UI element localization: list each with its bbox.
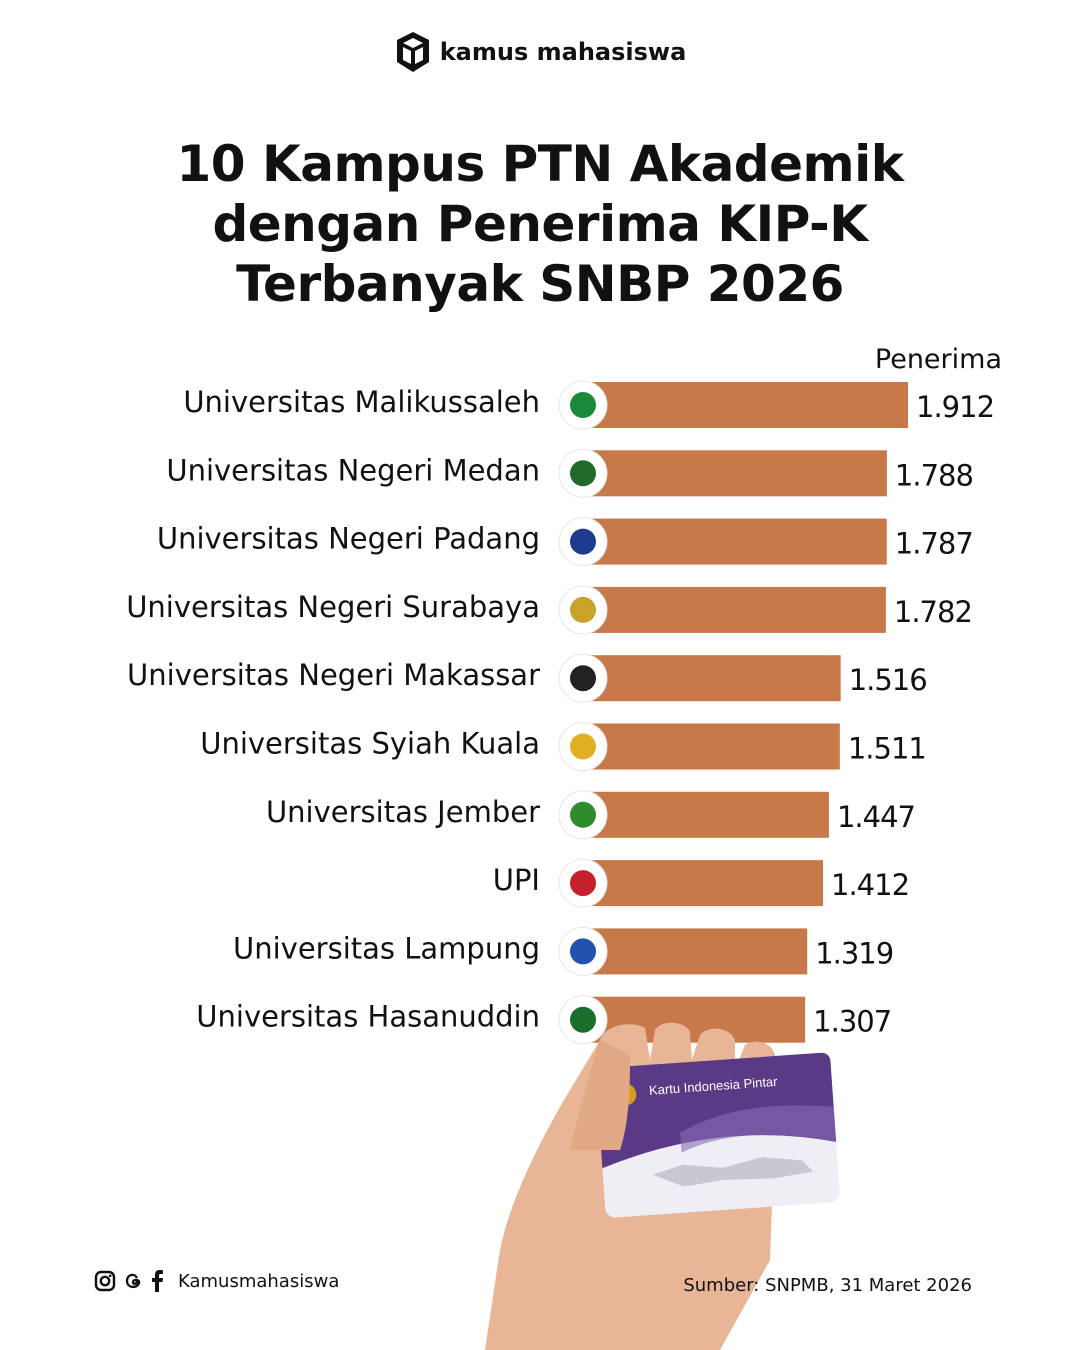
- bar-1: [583, 382, 908, 428]
- facebook-icon[interactable]: [150, 1270, 164, 1292]
- kip-card: Kartu Indonesia Pintar: [596, 1052, 840, 1218]
- value-label: 1.516: [849, 663, 927, 697]
- university-logo-mark: [570, 801, 596, 828]
- source-note: Sumber: SNPMB, 31 Maret 2026: [683, 1275, 972, 1296]
- brand: kamus mahasiswa: [0, 30, 1080, 74]
- university-logo-mark: [570, 938, 596, 965]
- category-label: Universitas Negeri Makassar: [127, 658, 540, 692]
- bar-3: [583, 518, 887, 565]
- title-line-2: dengan Penerima KIP-K: [212, 195, 868, 253]
- social-footer: Kamusmahasiswa: [94, 1270, 339, 1292]
- university-logo-mark: [570, 665, 596, 692]
- university-logo-mark: [570, 596, 596, 623]
- hand-holding-card-image: Kartu Indonesia Pintar: [485, 1022, 840, 1350]
- threads-icon[interactable]: [122, 1270, 144, 1292]
- university-logo-mark: [570, 392, 596, 418]
- bar-8: [583, 860, 824, 907]
- category-label: Universitas Jember: [266, 795, 540, 829]
- value-label: 1.447: [837, 800, 915, 834]
- university-logo-mark: [570, 1006, 596, 1033]
- category-label: Universitas Negeri Surabaya: [126, 590, 540, 624]
- graduation-cube-icon: [396, 32, 429, 72]
- category-label: Universitas Negeri Medan: [166, 453, 540, 487]
- title-line-1: 10 Kampus PTN Akademik: [176, 135, 904, 193]
- value-label: 1.787: [895, 527, 973, 561]
- bar-6: [583, 723, 840, 770]
- bar-4: [583, 586, 886, 633]
- bar-2: [583, 450, 887, 497]
- category-label: Universitas Negeri Padang: [157, 522, 540, 556]
- instagram-icon[interactable]: [94, 1270, 116, 1292]
- value-label: 1.511: [848, 732, 926, 766]
- category-label: Universitas Syiah Kuala: [200, 727, 540, 761]
- value-label: 1.319: [815, 936, 893, 970]
- category-label: Universitas Hasanuddin: [196, 1000, 540, 1034]
- university-logo-mark: [570, 460, 596, 487]
- value-label: 1.912: [916, 390, 994, 424]
- category-label: Universitas Lampung: [233, 931, 540, 965]
- bar-5: [583, 655, 841, 702]
- university-logo-mark: [570, 733, 596, 760]
- title-line-3: Terbanyak SNBP 2026: [236, 255, 844, 313]
- value-label: 1.788: [895, 458, 973, 492]
- value-label: 1.412: [831, 868, 909, 902]
- social-handle[interactable]: Kamusmahasiswa: [178, 1270, 340, 1292]
- university-logo-mark: [570, 870, 596, 897]
- bar-chart: Penerima Universitas Malikussaleh 1.912 Un…: [126, 344, 1002, 1045]
- category-label: Universitas Malikussaleh: [183, 385, 540, 419]
- value-header: Penerima: [875, 344, 1002, 375]
- page-title: 10 Kampus PTN Akademik dengan Penerima K…: [90, 134, 990, 314]
- university-logo-mark: [570, 528, 596, 555]
- value-label: 1.782: [894, 595, 972, 629]
- bar-7: [583, 791, 829, 838]
- bar-9: [583, 928, 808, 975]
- brand-name: kamus mahasiswa: [439, 38, 687, 66]
- category-label: UPI: [493, 863, 540, 897]
- value-label: 1.307: [813, 1005, 891, 1039]
